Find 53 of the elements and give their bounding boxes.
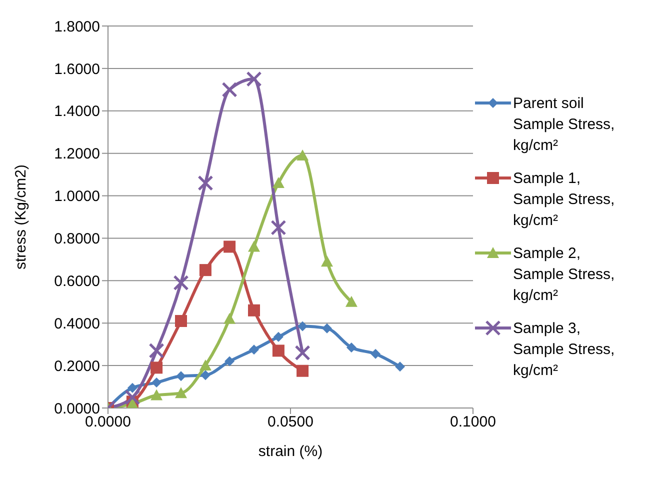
y-tick-label: 0.2000 [54,358,100,375]
point [246,71,262,87]
x-axis-title: strain (%) [258,443,323,460]
point [152,378,162,388]
point [248,240,260,252]
point [345,296,358,307]
point [272,344,284,357]
point [199,360,212,371]
y-tick-label: 0.4000 [54,315,100,332]
point [176,371,186,382]
point [249,344,259,355]
point [224,356,235,366]
point [272,177,284,188]
point [150,389,163,400]
point [175,387,187,398]
point [322,323,332,334]
y-tick-label: 0.8000 [54,230,100,248]
y-tick-label: 1.6000 [54,60,100,78]
y-tick-label: 1.0000 [54,188,100,206]
point [124,390,140,406]
point [127,382,138,393]
y-tick-label: 1.4000 [54,103,100,120]
point [296,149,309,160]
point [175,314,187,327]
x-tick-label: 0.0500 [268,414,314,431]
point [296,364,309,377]
point [173,274,189,291]
point [199,264,212,276]
point [294,345,310,361]
point [346,342,356,353]
x-tick-label: 0.1000 [450,414,496,431]
legend-label: Sample 2, Sample Stress, kg/cm² [513,244,616,306]
point [200,370,210,380]
point [198,175,214,191]
point [321,256,333,267]
y-tick-label: 1.8000 [54,18,100,36]
legend-label: Sample 1, Sample Stress, kg/cm² [513,169,616,231]
y-tick-label: 0.6000 [54,272,100,290]
legend-label: Sample 3, Sample Stress, kg/cm² [513,319,616,381]
point [395,362,405,372]
y-tick-label: 1.2000 [54,146,100,163]
y-axis-title: stress (Kg/cm2) [12,164,30,270]
point [270,220,286,236]
point [148,342,164,358]
legend-label: Parent soil Sample Stress, kg/cm² [513,94,616,156]
point [370,348,381,359]
point [273,332,284,342]
point [224,312,236,324]
point [222,82,238,98]
point [224,240,236,253]
point [248,304,260,316]
point [150,362,163,374]
point [298,321,308,332]
